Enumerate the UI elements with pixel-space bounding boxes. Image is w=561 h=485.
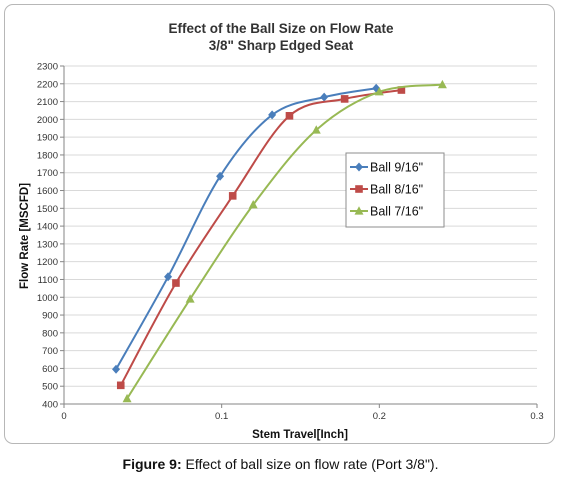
data-point-triangle: [122, 393, 132, 403]
y-tick-label: 1100: [38, 275, 58, 286]
y-tick-labels: 400 500 600 700 800 900 1000 1100 1200 1300 1400 15…: [37, 62, 58, 411]
data-point-diamond: [320, 92, 329, 102]
series-line-diamond: [115, 87, 377, 370]
chart-frame: [4, 4, 555, 444]
gridlines: [64, 65, 537, 387]
legend: Ball 9/16" Ball 8/16" Ball 7/16": [345, 152, 445, 228]
y-tick-label: 1900: [37, 133, 58, 144]
y-tick-label: 2200: [37, 79, 58, 90]
data-point-square: [172, 279, 180, 287]
y-tick-label: 1300: [37, 239, 58, 250]
series-line-triangle: [126, 83, 443, 400]
data-point-square: [285, 112, 294, 120]
y-tick-label: 700: [42, 346, 58, 357]
y-tick-label: 800: [42, 328, 58, 339]
series-lines: [112, 79, 447, 403]
data-point-diamond: [216, 171, 225, 181]
y-tick-label: 1200: [37, 257, 58, 268]
y-tick-label: 2000: [37, 115, 58, 126]
x-axis-label: Stem Travel[Inch]: [252, 429, 348, 441]
legend-marker-square: [355, 185, 363, 193]
chart-subtitle: 3/8" Sharp Edged Seat: [209, 38, 354, 53]
data-point-triangle: [248, 199, 258, 209]
data-point-square: [397, 86, 406, 94]
y-tick-label: 2100: [37, 97, 58, 108]
data-point-triangle: [185, 294, 195, 303]
x-tick-label: 0: [61, 411, 66, 422]
data-point-diamond: [268, 110, 277, 120]
x-tick-labels: 0 0.1 0.2 0.3: [61, 411, 543, 422]
y-tick-label: 900: [42, 311, 58, 322]
y-tick-label: 1600: [37, 186, 58, 197]
chart-title: Effect of the Ball Size on Flow Rate: [168, 21, 394, 36]
flow-rate-chart: Effect of the Ball Size on Flow Rate 3/8…: [19, 21, 544, 441]
x-tick-label: 0.1: [215, 411, 228, 422]
y-tick-label: 1400: [37, 222, 58, 233]
axes: [60, 65, 538, 408]
legend-label: Ball 9/16": [370, 161, 423, 175]
y-axis-label: Flow Rate [MSCFD]: [19, 183, 31, 289]
data-point-triangle: [437, 79, 447, 89]
y-tick-label: 1800: [37, 150, 58, 161]
y-tick-label: 500: [42, 382, 58, 393]
data-point-triangle: [311, 125, 321, 134]
legend-marker-diamond: [355, 162, 363, 172]
y-tick-label: 2300: [37, 62, 58, 73]
data-point-diamond: [164, 272, 173, 282]
data-point-square: [340, 95, 349, 103]
figure-caption: Figure 9: Effect of ball size on flow ra…: [0, 456, 561, 472]
x-tick-label: 0.2: [373, 411, 386, 422]
data-point-triangle: [374, 86, 384, 96]
y-tick-label: 1000: [37, 293, 58, 304]
legend-label: Ball 7/16": [370, 205, 423, 219]
figure-label: Figure 9:: [122, 456, 182, 472]
y-tick-label: 400: [42, 400, 58, 411]
y-tick-label: 1700: [37, 168, 58, 179]
y-tick-label: 1500: [37, 204, 58, 215]
caption-text: Effect of ball size on flow rate (Port 3…: [181, 456, 439, 472]
data-point-diamond: [112, 364, 121, 374]
data-point-square: [116, 381, 125, 390]
data-point-square: [228, 192, 237, 200]
legend-label: Ball 8/16": [370, 183, 423, 197]
x-tick-label: 0.3: [530, 411, 543, 422]
legend-marker-triangle: [354, 206, 364, 215]
y-tick-label: 600: [42, 364, 58, 375]
